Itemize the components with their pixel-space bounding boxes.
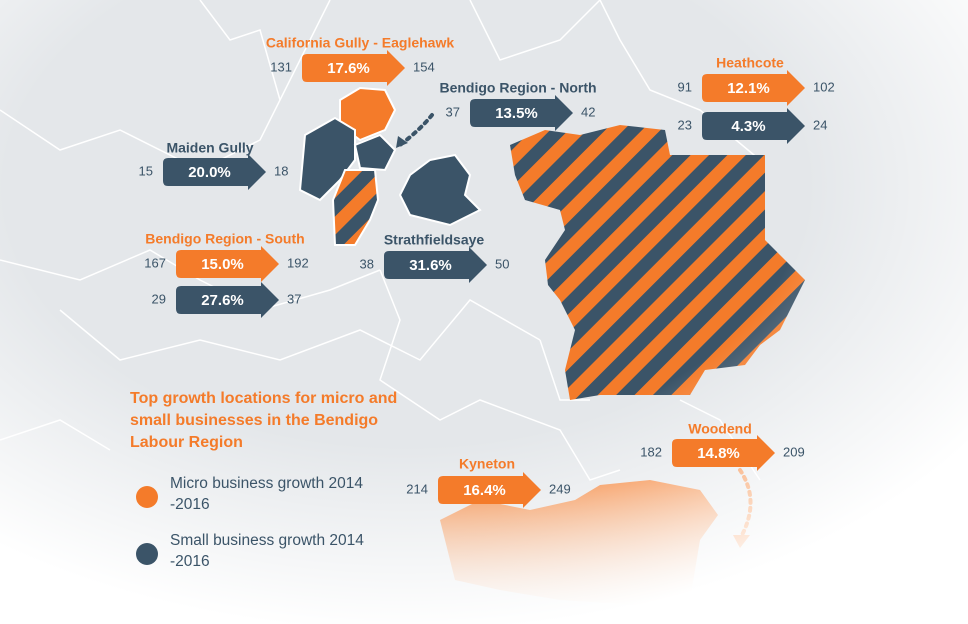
count-2014: 131 — [270, 59, 292, 74]
count-2016: 24 — [813, 117, 827, 132]
count-2014: 23 — [678, 117, 692, 132]
location-name: Maiden Gully — [166, 140, 253, 156]
growth-percent: 31.6% — [409, 257, 452, 274]
growth-percent: 4.3% — [731, 118, 765, 135]
count-2016: 18 — [274, 163, 288, 178]
growth-arrow — [702, 70, 805, 106]
growth-arrow — [702, 108, 805, 144]
location-name: Bendigo Region - North — [439, 80, 596, 96]
count-2014: 15 — [139, 163, 153, 178]
growth-percent: 20.0% — [188, 164, 231, 181]
title: Top growth locations for micro and small… — [130, 390, 398, 451]
growth-percent: 13.5% — [495, 105, 538, 122]
growth-arrow — [384, 247, 487, 283]
legend-label: Micro business growth 2014 -2016 — [170, 475, 363, 513]
location-name: Woodend — [688, 421, 752, 437]
count-2014: 167 — [144, 255, 166, 270]
growth-arrow — [672, 435, 775, 471]
growth-arrow — [438, 472, 541, 508]
count-2014: 37 — [446, 104, 460, 119]
growth-labels: California Gully - Eaglehawk 131 17.6% 154 B… — [139, 35, 835, 508]
growth-percent: 17.6% — [327, 60, 370, 77]
count-2016: 102 — [813, 79, 835, 94]
location-name: Heathcote — [716, 55, 784, 71]
count-2014: 38 — [360, 256, 374, 271]
count-2014: 29 — [152, 291, 166, 306]
growth-percent: 12.1% — [727, 80, 770, 97]
count-2016: 192 — [287, 255, 309, 270]
location-name: California Gully - Eaglehawk — [266, 35, 454, 51]
legend-dot — [136, 543, 158, 565]
count-2016: 154 — [413, 59, 435, 74]
count-2016: 50 — [495, 256, 509, 271]
growth-arrow — [176, 282, 279, 318]
growth-percent: 27.6% — [201, 292, 244, 309]
count-2016: 42 — [581, 104, 595, 119]
location-name: Bendigo Region - South — [145, 231, 304, 247]
count-2014: 214 — [406, 481, 428, 496]
growth-arrow — [470, 95, 573, 131]
location-name: Kyneton — [459, 456, 515, 472]
growth-percent: 16.4% — [463, 482, 506, 499]
location-name: Strathfieldsaye — [384, 232, 485, 248]
count-2016: 209 — [783, 444, 805, 459]
count-2014: 182 — [640, 444, 662, 459]
growth-arrow — [302, 50, 405, 86]
growth-percent: 14.8% — [697, 445, 740, 462]
legend-dot — [136, 486, 158, 508]
growth-percent: 15.0% — [201, 256, 244, 273]
count-2016: 37 — [287, 291, 301, 306]
growth-arrow — [163, 154, 266, 190]
count-2014: 91 — [678, 79, 692, 94]
legend-label: Small business growth 2014 -2016 — [170, 532, 364, 570]
growth-arrow — [176, 246, 279, 282]
count-2016: 249 — [549, 481, 571, 496]
